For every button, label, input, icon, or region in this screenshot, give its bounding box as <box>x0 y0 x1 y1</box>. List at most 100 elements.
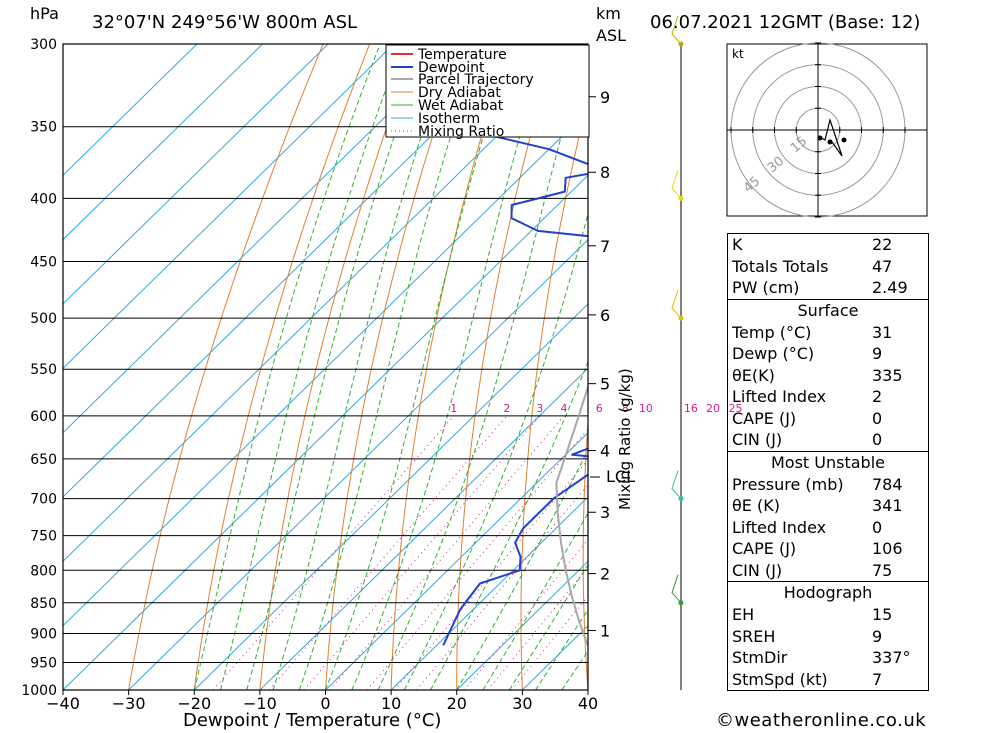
mixing-ratio-label: 10 <box>639 402 653 415</box>
mixing-ratio-label: 8 <box>622 402 629 415</box>
wet-adiabat-line <box>220 44 404 690</box>
surface-title: Surface <box>797 300 859 320</box>
temperature-tick-label: 40 <box>578 694 598 713</box>
mixing-ratio-labels: 1 2 3 4 6 8 10 16 20 25 <box>450 402 742 415</box>
hodograph-point <box>827 139 833 145</box>
pressure-tick-label: 550 <box>30 362 57 378</box>
legend-box <box>385 44 590 138</box>
mixing-ratio-label: 16 <box>684 402 698 415</box>
hodograph-point <box>817 135 823 141</box>
indices-table: K 22 Totals Totals 47 PW (cm) 2.49 Surface … <box>727 233 929 691</box>
row-li: Lifted Index 2 <box>732 387 883 406</box>
dry-adiabat-line <box>325 44 464 690</box>
row-stmspd: StmSpd (kt) 7 <box>732 669 883 689</box>
mixing-ratio-label: 6 <box>596 402 603 415</box>
location-title: 32°07'N 249°56'W 800m ASL <box>92 12 357 33</box>
wet-adiabat-line <box>456 448 588 690</box>
wet-adiabat-line <box>193 44 381 690</box>
tt-value: 47 <box>872 256 893 276</box>
isotherm-line <box>128 238 588 690</box>
hodograph-title: Hodograph <box>783 583 873 602</box>
hodograph-unit: kt <box>732 47 744 61</box>
mixing-ratio-label: 3 <box>536 402 543 415</box>
km-tick-label: 1 <box>600 621 610 640</box>
legend-isotherm: Isotherm <box>418 111 480 127</box>
km-tick-label: 7 <box>600 237 610 256</box>
pressure-tick-label: 400 <box>30 191 57 207</box>
row-theta-e: θE(K) 335 <box>732 365 903 385</box>
row-k: K 22 <box>728 234 928 256</box>
legend-dry-adiabat: Dry Adiabat <box>418 85 501 101</box>
mixing-ratio-lines <box>212 415 588 690</box>
dry-adiabat-line <box>582 415 588 690</box>
row-totals: Totals Totals 47 <box>728 256 928 278</box>
km-tick-label: 5 <box>600 375 610 394</box>
mixing-ratio-line <box>366 428 588 690</box>
km-tick-label: 8 <box>600 163 610 182</box>
mixing-ratio-axis-label: Mixing Ratio (g/kg) <box>616 368 634 510</box>
dry-adiabat-line <box>193 44 371 690</box>
row-mu-li: Lifted Index 0 <box>732 517 883 537</box>
legend-wet-adiabat: Wet Adiabat <box>418 98 504 114</box>
dry-adiabat-line <box>643 44 695 690</box>
row-mu-theta-e: θE (K) 341 <box>732 496 903 515</box>
isotherm-line <box>63 44 526 498</box>
pressure-tick-labels: 300 350 400 450 500 550 600 650 700 750 800 850 900 9… <box>21 37 57 699</box>
isotherm-line <box>456 560 588 690</box>
temperature-tick-label: 10 <box>381 694 401 713</box>
row-mu-cin: CIN (J) 75 <box>732 560 893 580</box>
pressure-tick-label: 450 <box>30 255 57 271</box>
isotherm-line <box>63 174 588 690</box>
pressure-tick-label: 300 <box>30 37 57 53</box>
pressure-tick-label: 650 <box>30 452 57 468</box>
km-tick-label: 3 <box>600 503 610 522</box>
row-sreh: SREH 9 <box>732 626 883 646</box>
isotherm-line <box>63 44 263 241</box>
lcl-label: LCL <box>606 467 635 486</box>
temperature-tick-label: −40 <box>46 694 80 713</box>
pw-value: 2.49 <box>872 278 908 297</box>
temperature-tick-labels: −40 −30 −20 −10 0 10 20 30 40 <box>46 690 598 713</box>
legend-dewpoint: Dewpoint <box>418 60 485 76</box>
wet-adiabat-line <box>403 211 588 690</box>
pressure-tick-label: 600 <box>30 409 57 425</box>
credit-link[interactable]: ©weatheronline.co.uk <box>716 710 927 731</box>
isotherm-line <box>325 431 588 690</box>
sounding-series <box>425 44 588 646</box>
pressure-lines <box>63 43 588 691</box>
pressure-tick-label: 900 <box>30 626 57 642</box>
legend-mixing-ratio: Mixing Ratio <box>418 124 504 140</box>
row-pw: PW (cm) 2.49 <box>728 277 928 299</box>
legend: Temperature Dewpoint Parcel Trajectory D… <box>385 44 590 140</box>
isotherm-line <box>390 496 588 690</box>
wet-adiabat-line <box>272 44 453 690</box>
pressure-tick-label: 750 <box>30 529 57 545</box>
series-line-dewpoint <box>425 44 588 646</box>
km-unit-label: km <box>596 4 621 23</box>
mixing-ratio-line <box>329 415 565 690</box>
temperature-tick-label: −30 <box>112 694 146 713</box>
dry-adiabat-line <box>970 44 1000 690</box>
temperature-tick-label: −20 <box>177 694 211 713</box>
series-line-parcel-trajectory <box>555 383 588 646</box>
km-tick-labels: 1 2 3 4 5 6 7 8 9 <box>588 88 610 640</box>
legend-temperature: Temperature <box>417 47 507 63</box>
legend-parcel: Parcel Trajectory <box>418 72 534 88</box>
mixing-ratio-label: 25 <box>728 402 742 415</box>
datetime-title: 06.07.2021 12GMT (Base: 12) <box>650 12 920 33</box>
pressure-unit-label: hPa <box>30 4 59 23</box>
km-tick-label: 4 <box>600 442 610 461</box>
x-axis-label: Dewpoint / Temperature (°C) <box>183 710 441 731</box>
km-tick-label: 2 <box>600 565 610 584</box>
temperature-tick-label: 20 <box>447 694 467 713</box>
km-tick-label: 6 <box>600 306 610 325</box>
pressure-tick-label: 950 <box>30 655 57 671</box>
wind-barb <box>671 170 682 199</box>
mixing-ratio-label: 1 <box>450 402 457 415</box>
asl-unit-label: ASL <box>596 26 626 45</box>
row-mu-cape: CAPE (J) 106 <box>732 539 903 558</box>
row-cin: CIN (J) 0 <box>732 430 883 449</box>
wet-adiabat-line <box>246 44 428 690</box>
